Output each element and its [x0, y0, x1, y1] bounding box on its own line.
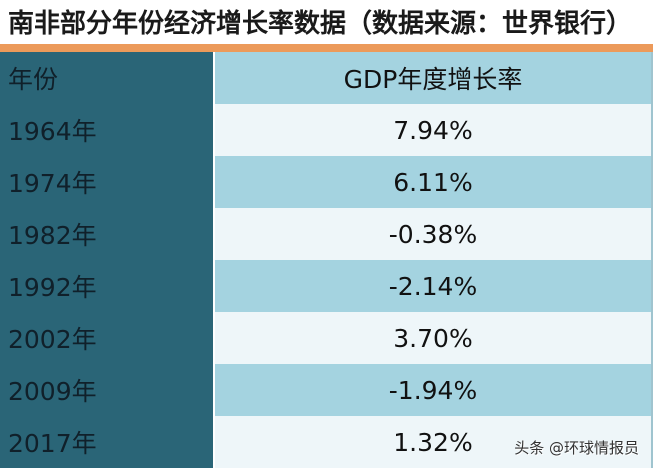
year-cell: 2002年 — [8, 325, 97, 354]
gdp-cell: 3.70% — [215, 312, 653, 364]
table-row: 1992年 -2.14% — [0, 260, 653, 312]
year-cell: 1992年 — [8, 273, 97, 302]
table-row: 2017年 1.32% — [0, 416, 653, 468]
header-year: 年份 — [8, 65, 59, 94]
table-row: 2009年 -1.94% — [0, 364, 653, 416]
gdp-growth-table: 年份 GDP年度增长率 1964年 7.94% 1974年 6.11% 1982… — [0, 52, 653, 468]
header-gdp-growth: GDP年度增长率 — [215, 52, 653, 104]
gdp-cell: -0.38% — [215, 208, 653, 260]
table-header-row: 年份 GDP年度增长率 — [0, 52, 653, 104]
watermark: 头条 @环球情报员 — [514, 439, 639, 457]
gdp-cell: 6.11% — [215, 156, 653, 208]
year-cell: 1974年 — [8, 169, 97, 198]
table-row: 2002年 3.70% — [0, 312, 653, 364]
table-row: 1982年 -0.38% — [0, 208, 653, 260]
title-divider — [0, 44, 653, 52]
year-cell: 2017年 — [8, 429, 97, 458]
table-row: 1964年 7.94% — [0, 104, 653, 156]
gdp-cell: 7.94% — [215, 104, 653, 156]
year-column-background — [0, 52, 213, 468]
gdp-cell: -1.94% — [215, 364, 653, 416]
table-row: 1974年 6.11% — [0, 156, 653, 208]
year-cell: 1964年 — [8, 117, 97, 146]
gdp-cell: -2.14% — [215, 260, 653, 312]
year-cell: 2009年 — [8, 377, 97, 406]
year-cell: 1982年 — [8, 221, 97, 250]
gdp-cell: 1.32% — [215, 416, 653, 468]
column-divider — [213, 52, 215, 468]
page-title: 南非部分年份经济增长率数据（数据来源：世界银行） — [8, 9, 633, 39]
